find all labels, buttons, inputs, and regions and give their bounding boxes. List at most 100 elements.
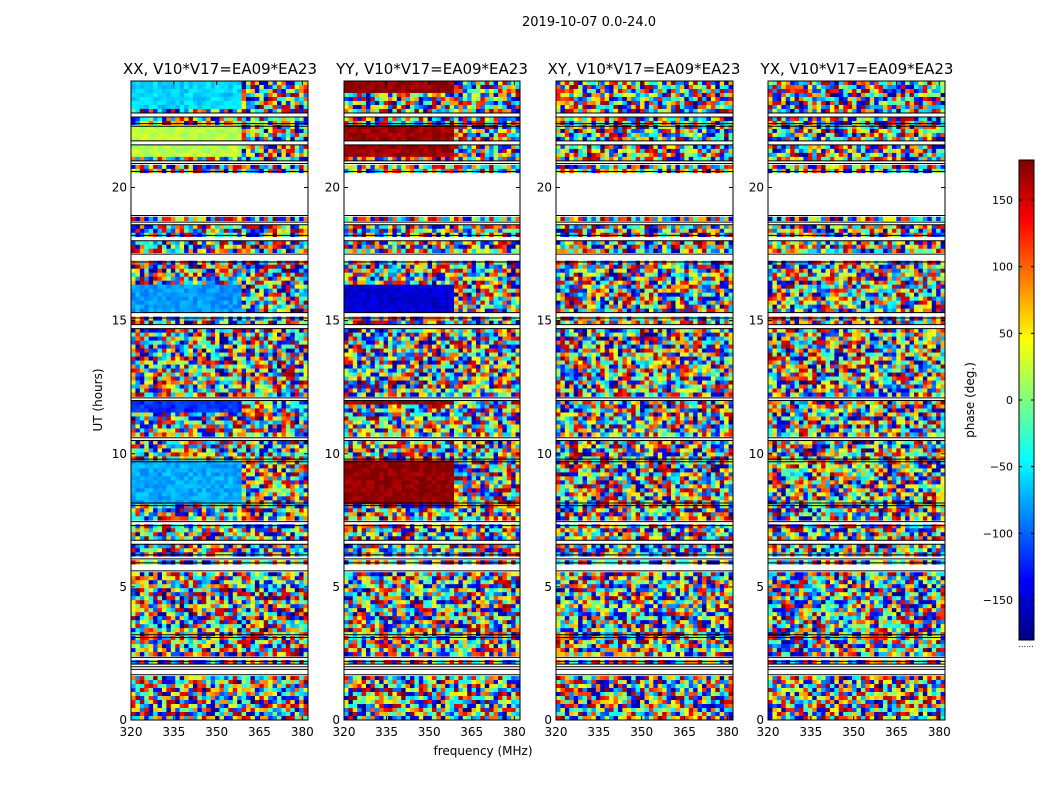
heatmap-cell (135, 120, 141, 126)
heatmap-cell (294, 496, 300, 501)
heatmap-cell (131, 268, 136, 273)
heatmap-cell (254, 268, 260, 273)
heatmap-cell (277, 524, 282, 529)
heatmap-cell (246, 108, 251, 114)
heatmap-cell (197, 264, 203, 269)
heatmap-cell (210, 88, 216, 94)
heatmap-cell (161, 548, 167, 553)
heatmap-cell (299, 500, 304, 505)
heatmap-cell (228, 308, 234, 313)
heatmap-cell (170, 448, 176, 453)
heatmap-cell (210, 580, 216, 585)
heatmap-cell (303, 168, 309, 174)
heatmap-cell (139, 428, 145, 433)
heatmap-cell (166, 364, 172, 369)
heatmap-cell (192, 144, 198, 150)
heatmap-cell (268, 496, 273, 501)
heatmap-cell (272, 580, 278, 585)
heatmap-cell (175, 376, 180, 381)
heatmap-cell (215, 384, 220, 389)
heatmap-cell (197, 340, 203, 345)
heatmap-cell (215, 572, 220, 577)
heatmap-cell (263, 148, 269, 154)
heatmap-cell (237, 300, 242, 305)
heatmap-cell (170, 440, 176, 445)
heatmap-cell (219, 612, 225, 617)
heatmap-cell (215, 552, 220, 557)
heatmap-cell (250, 492, 256, 497)
heatmap-cell (210, 620, 216, 625)
heatmap-cell (184, 128, 189, 134)
heatmap-cell (135, 408, 141, 413)
heatmap-cell (237, 268, 242, 273)
heatmap-cell (153, 580, 158, 585)
heatmap-cell (131, 108, 136, 114)
heatmap-cell (175, 240, 180, 246)
heatmap-cell (135, 524, 141, 529)
heatmap-cell (254, 456, 260, 461)
heatmap-cell (153, 272, 158, 277)
heatmap-cell (131, 576, 136, 581)
heatmap-cell (259, 484, 265, 489)
heatmap-cell (135, 124, 141, 130)
heatmap-cell (259, 640, 265, 645)
heatmap-cell (259, 404, 265, 409)
heatmap-cell (153, 588, 158, 593)
heatmap-cell (197, 504, 203, 509)
heatmap-cell (215, 480, 220, 485)
heatmap-cell (153, 604, 158, 609)
heatmap-cell (210, 632, 216, 637)
heatmap-cell (254, 548, 260, 553)
heatmap-cell (184, 264, 189, 269)
heatmap-cell (299, 364, 304, 369)
heatmap-cell (228, 412, 234, 417)
heatmap-cell (263, 592, 269, 597)
heatmap-cell (148, 276, 154, 281)
heatmap-cell (131, 88, 136, 94)
heatmap-cell (131, 484, 136, 489)
heatmap-cell (170, 580, 176, 585)
heatmap-cell (241, 688, 247, 693)
heatmap-cell (139, 124, 145, 130)
heatmap-cell (161, 340, 167, 345)
heatmap-cell (179, 580, 185, 585)
heatmap-cell (259, 164, 265, 170)
heatmap-cell (197, 380, 203, 385)
heatmap-cell (281, 488, 287, 493)
heatmap-cell (157, 164, 163, 170)
heatmap-cell (170, 512, 176, 517)
heatmap-cell (228, 296, 234, 301)
heatmap-cell (294, 380, 300, 385)
heatmap-cell (148, 552, 154, 557)
heatmap-cell (290, 316, 296, 321)
heatmap-cell (294, 612, 300, 617)
heatmap-cell (281, 444, 287, 449)
heatmap-cell (299, 288, 304, 293)
heatmap-cell (219, 524, 225, 529)
heatmap-cell (206, 444, 211, 449)
heatmap-cell (219, 700, 225, 705)
heatmap-cell (281, 484, 287, 489)
heatmap-cell (157, 476, 163, 481)
heatmap-cell (290, 692, 296, 697)
heatmap-cell (259, 96, 265, 102)
heatmap-cell (144, 484, 149, 489)
heatmap-cell (206, 580, 211, 585)
heatmap-cell (131, 216, 136, 222)
heatmap-cell (215, 636, 220, 641)
heatmap-cell (250, 128, 256, 134)
heatmap-cell (139, 536, 145, 541)
heatmap-cell (281, 164, 287, 170)
heatmap-cell (210, 280, 216, 285)
heatmap-cell (294, 476, 300, 481)
heatmap-cell (219, 644, 225, 649)
heatmap-cell (237, 148, 242, 154)
heatmap-cell (184, 216, 189, 222)
heatmap-cell (277, 124, 282, 130)
heatmap-cell (131, 432, 136, 437)
heatmap-cell (232, 84, 238, 90)
heatmap-cell (166, 576, 172, 581)
heatmap-cell (285, 240, 291, 246)
heatmap-cell (268, 228, 273, 234)
heatmap-cell (166, 288, 172, 293)
